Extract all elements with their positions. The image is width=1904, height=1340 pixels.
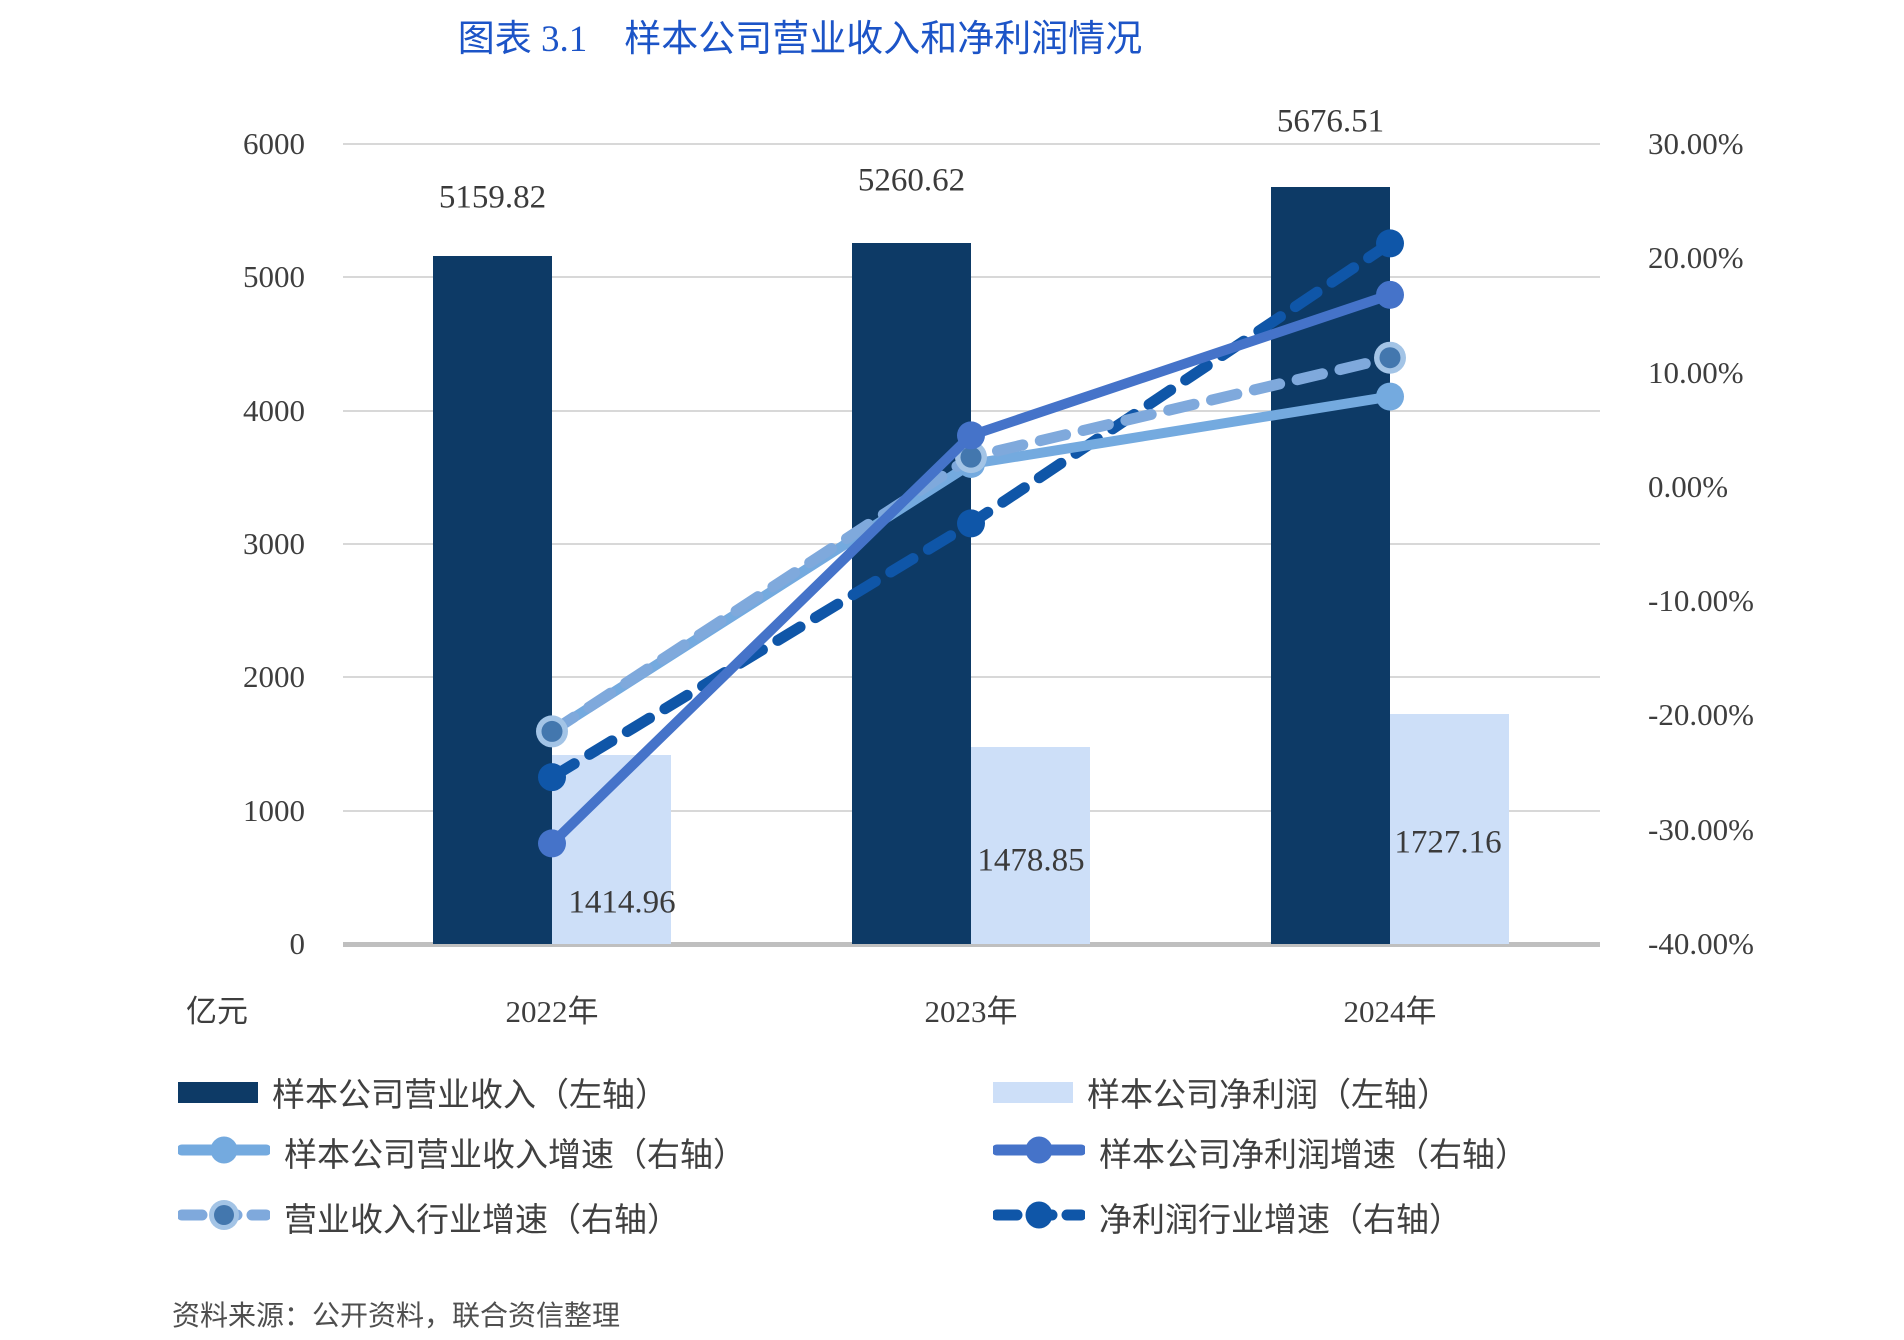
right-axis-tick: -40.00% — [1648, 926, 1754, 961]
bar-value-label: 5676.51 — [1276, 103, 1385, 140]
legend-swatch-revenue-bar — [178, 1081, 258, 1103]
legend-swatch-revenue-industry-line — [176, 1197, 272, 1238]
series-marker — [960, 446, 982, 468]
right-axis-tick: 10.00% — [1648, 354, 1744, 390]
series-marker — [957, 509, 985, 538]
legend-label-profit-bar: 样本公司净利润（左轴） — [1087, 1078, 1450, 1114]
legend-label-revenue-bar: 样本公司营业收入（左轴） — [272, 1078, 668, 1114]
category-label: 2022年 — [505, 994, 599, 1029]
left-axis-tick: 4000 — [243, 392, 305, 428]
legend-swatch-profit-industry-line — [991, 1197, 1087, 1238]
legend-item-revenue-growth-line: 样本公司营业收入增速（右轴） — [176, 1132, 746, 1174]
legend-item-profit-bar: 样本公司净利润（左轴） — [993, 1072, 1450, 1114]
series-marker — [538, 829, 566, 858]
series-marker — [1376, 229, 1404, 258]
category-label: 2023年 — [924, 994, 1018, 1029]
gridline — [343, 676, 1600, 679]
revenue-bar — [433, 256, 552, 944]
profit-bar — [1390, 713, 1509, 944]
right-axis-tick: -10.00% — [1648, 583, 1754, 619]
left-axis-tick: 3000 — [243, 526, 305, 561]
legend-line-sample — [991, 1136, 1087, 1163]
chart-title: 图表 3.1 样本公司营业收入和净利润情况 — [457, 19, 1143, 60]
legend-swatch-revenue-growth-line — [176, 1132, 272, 1173]
legend-item-revenue-bar: 样本公司营业收入（左轴） — [178, 1072, 668, 1114]
revenue-bar — [852, 242, 971, 944]
right-axis-tick: -30.00% — [1648, 811, 1754, 847]
legend-item-profit-industry-line: 净利润行业增速（右轴） — [991, 1197, 1462, 1239]
gridline — [343, 276, 1600, 279]
category-label: 2024年 — [1343, 994, 1437, 1029]
legend-swatch-profit-bar — [993, 1081, 1073, 1103]
x-axis-baseline — [343, 942, 1600, 947]
series-marker — [1376, 280, 1404, 309]
right-axis-tick: 30.00% — [1648, 126, 1744, 161]
legend-item-revenue-industry-line: 营业收入行业增速（右轴） — [176, 1197, 680, 1239]
legend-line-sample — [991, 1201, 1087, 1228]
profit-bar — [971, 746, 1090, 944]
series-marker — [538, 763, 566, 792]
series-line — [547, 289, 1395, 849]
bar-value-label: 1414.96 — [568, 884, 676, 921]
legend-line-sample — [176, 1136, 272, 1163]
bar-value-label: 5260.62 — [857, 162, 966, 199]
left-axis-unit-label: 亿元 — [186, 994, 248, 1029]
left-axis-tick: 5000 — [243, 259, 305, 295]
bar-value-label: 1478.85 — [977, 842, 1085, 879]
legend-label-profit-growth-line: 样本公司净利润增速（右轴） — [1099, 1138, 1528, 1174]
bar-value-label: 5159.82 — [438, 179, 547, 216]
legend-label-revenue-growth-line: 样本公司营业收入增速（右轴） — [284, 1138, 746, 1174]
gridline — [343, 543, 1600, 545]
left-axis-tick: 6000 — [243, 126, 305, 161]
legend-swatch-profit-growth-line — [991, 1132, 1087, 1173]
legend-label-revenue-industry-line: 营业收入行业增速（右轴） — [284, 1203, 680, 1239]
series-marker — [541, 720, 563, 742]
source-note: 资料来源：公开资料，联合资信整理 — [172, 1301, 621, 1332]
gridline — [343, 143, 1600, 145]
left-axis-tick: 1000 — [243, 792, 305, 828]
left-axis-tick: 0 — [289, 926, 306, 961]
right-axis-tick: 20.00% — [1648, 240, 1744, 276]
series-marker — [1379, 347, 1401, 369]
left-axis-tick: 2000 — [243, 659, 305, 695]
legend-label-profit-industry-line: 净利润行业增速（右轴） — [1099, 1203, 1462, 1239]
legend-item-profit-growth-line: 样本公司净利润增速（右轴） — [991, 1132, 1528, 1174]
series-marker — [957, 421, 985, 450]
right-axis-tick: -20.00% — [1648, 697, 1754, 733]
series-marker — [1376, 382, 1404, 411]
gridline — [343, 409, 1600, 412]
bar-value-label: 1727.16 — [1394, 824, 1502, 861]
right-axis-tick: 0.00% — [1648, 468, 1729, 504]
legend-line-sample — [176, 1199, 272, 1230]
